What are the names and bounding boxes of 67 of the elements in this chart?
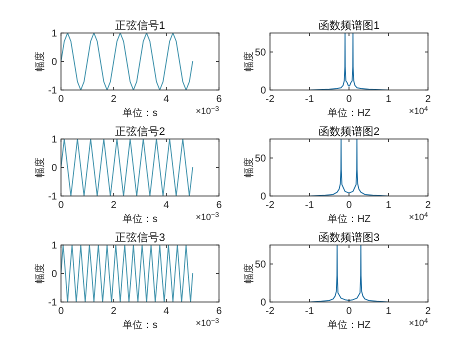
chart-title: 函数频谱图3 — [318, 231, 380, 244]
x-tick-label: 0 — [58, 306, 64, 317]
y-tick-label: 0 — [51, 57, 58, 68]
x-tick-label: -2 — [266, 306, 275, 317]
text: ×10$^{−3}$ — [196, 318, 220, 328]
x-tick-label: 2 — [425, 200, 432, 211]
y-tick-label: 50 — [254, 260, 266, 270]
chart-title: 函数频谱图2 — [318, 125, 380, 138]
x-tick-label: 4 — [164, 306, 170, 317]
y-tick-label: 1 — [51, 134, 58, 146]
x-tick-label: 0 — [346, 306, 352, 317]
line-series — [61, 33, 194, 90]
y-axis-title: 幅度 — [34, 52, 46, 72]
y-tick-label: 0 — [260, 86, 266, 96]
x-tick-label: 2 — [110, 306, 117, 317]
x-tick-label: 4 — [164, 200, 170, 211]
x-tick-label: -1 — [305, 306, 314, 317]
x-axis-title: 单位：HZ — [327, 213, 371, 225]
x-axis-title: 单位：s — [122, 319, 158, 331]
y-tick-label: 0 — [260, 298, 266, 308]
x-tick-label: 2 — [425, 94, 432, 105]
x-tick-label: 1 — [386, 200, 392, 211]
y-tick-label: 1 — [51, 240, 58, 252]
x-tick-label: 1 — [386, 306, 392, 317]
x-tick-label: 6 — [216, 200, 222, 211]
text: ×10$^{4}$ — [408, 106, 428, 116]
x-tick-label: 0 — [346, 94, 352, 105]
text: ×10$^{−3}$ — [196, 106, 220, 116]
chart-title: 正弦信号1 — [114, 19, 166, 32]
x-tick-label: -1 — [305, 94, 314, 105]
y-tick-label: 50 — [254, 48, 266, 58]
y-tick-label: -1 — [48, 298, 58, 308]
x-tick-label: 2 — [110, 94, 117, 105]
x-tick-label: -2 — [266, 94, 275, 105]
x-axis-title: 单位：HZ — [327, 319, 371, 331]
y-tick-label: 0 — [51, 269, 58, 280]
y-axis-title: 幅度 — [243, 158, 255, 178]
y-axis-title: 幅度 — [243, 52, 255, 72]
y-tick-label: 50 — [254, 154, 266, 164]
y-axis-title: 幅度 — [243, 264, 255, 284]
text: ×10$^{4}$ — [408, 318, 428, 328]
text: ×10$^{−3}$ — [196, 212, 220, 222]
x-tick-label: 6 — [216, 94, 222, 105]
x-tick-label: 2 — [110, 200, 117, 211]
y-tick-label: -1 — [48, 192, 58, 202]
chart-title: 函数频谱图1 — [318, 19, 380, 32]
x-tick-label: -1 — [305, 200, 314, 211]
chart-title: 正弦信号2 — [114, 125, 166, 138]
chart-title: 正弦信号3 — [114, 231, 166, 244]
x-tick-label: 6 — [216, 306, 222, 317]
y-tick-label: 0 — [260, 192, 266, 202]
x-tick-label: 0 — [58, 94, 64, 105]
x-axis-title: 单位：s — [122, 107, 158, 119]
y-axis-title: 幅度 — [34, 158, 46, 178]
y-tick-label: 0 — [51, 163, 58, 174]
x-tick-label: 4 — [164, 94, 170, 105]
x-axis-title: 单位：s — [122, 213, 158, 225]
y-axis-title: 幅度 — [34, 264, 46, 284]
x-tick-label: -2 — [266, 200, 275, 211]
x-tick-label: 1 — [386, 94, 392, 105]
x-axis-title: 单位：HZ — [327, 107, 371, 119]
x-tick-label: 0 — [346, 200, 352, 211]
text: ×10$^{4}$ — [408, 212, 428, 222]
y-tick-label: 1 — [51, 28, 58, 40]
x-tick-label: 0 — [58, 200, 64, 211]
x-tick-label: 2 — [425, 306, 432, 317]
y-tick-label: -1 — [48, 86, 58, 96]
